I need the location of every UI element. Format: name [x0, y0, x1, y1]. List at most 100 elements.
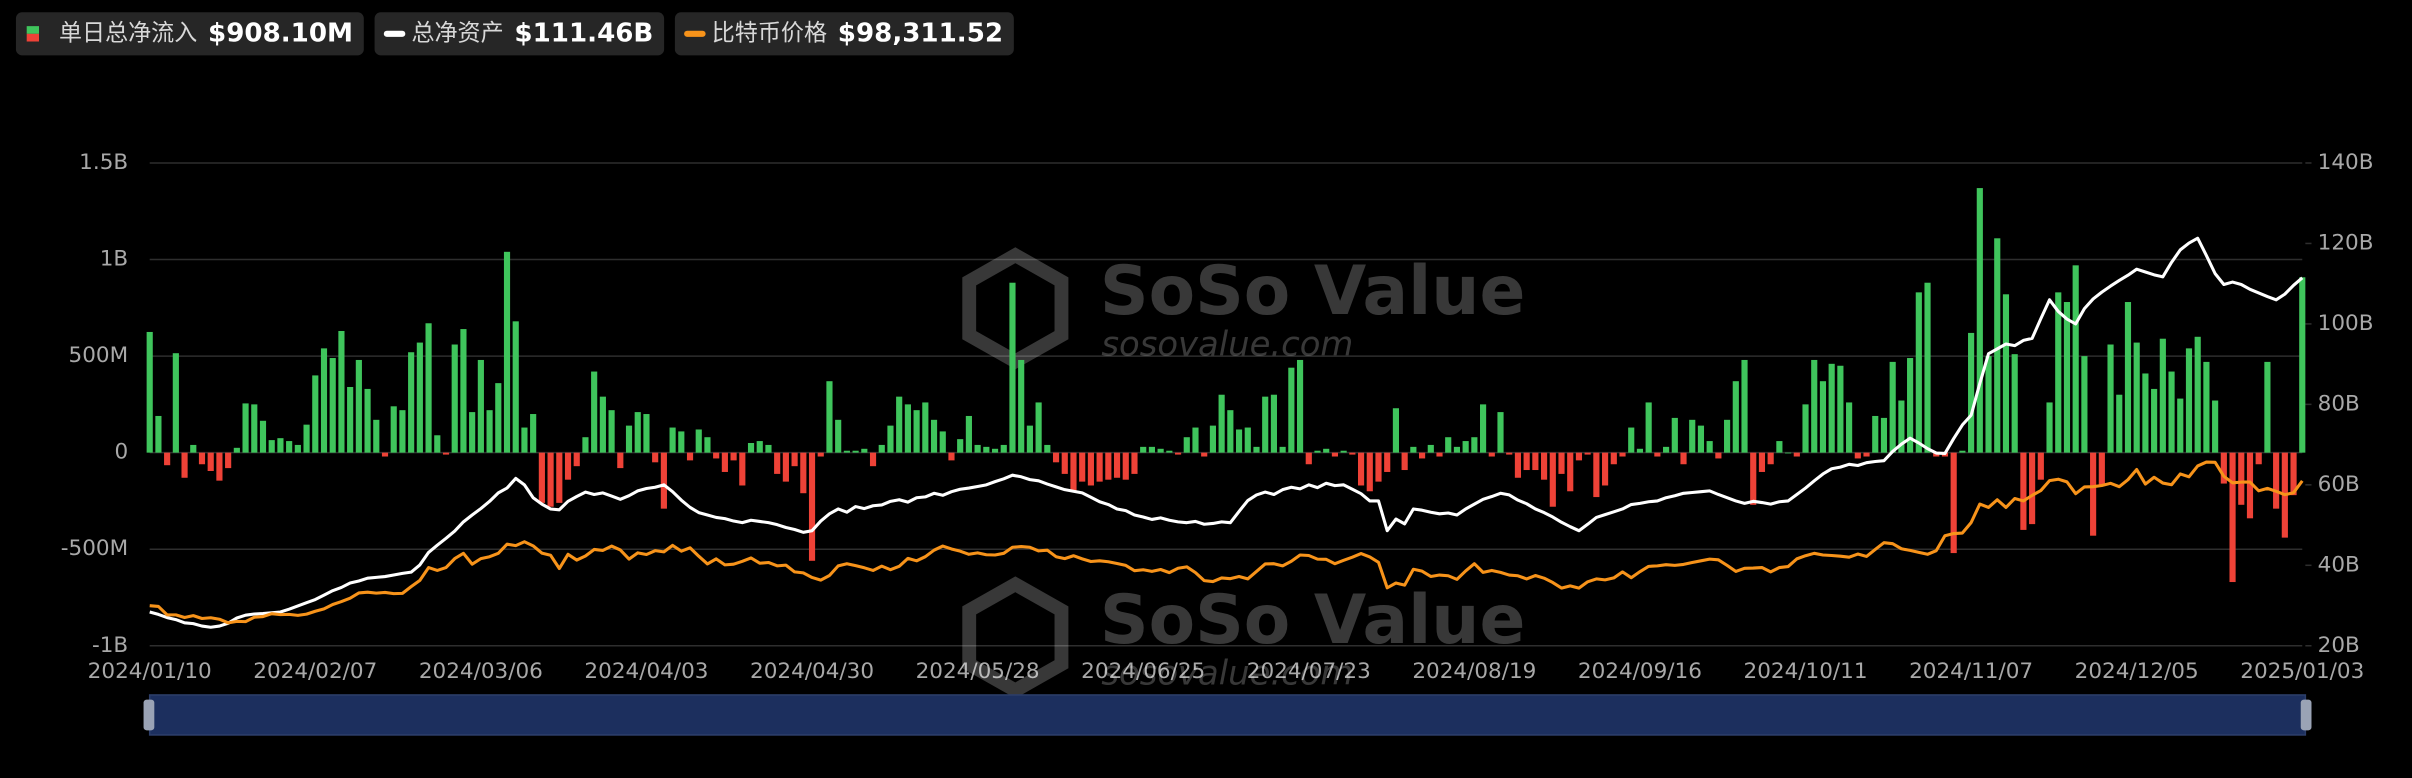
bar — [2264, 361, 2271, 453]
bar — [503, 251, 511, 453]
bar — [1453, 446, 1461, 453]
y-tick-label: -1B — [92, 633, 128, 658]
bar — [564, 452, 572, 480]
bar — [599, 396, 606, 453]
bar — [835, 419, 842, 453]
bar — [2020, 452, 2027, 530]
bar — [1976, 188, 1983, 453]
bar — [1131, 452, 1138, 474]
bar — [364, 388, 371, 453]
bar — [652, 452, 659, 463]
bar — [1087, 452, 1094, 486]
zoom-slider[interactable] — [143, 694, 2312, 736]
bar — [1392, 408, 1400, 453]
x-tick-label: 2024/04/03 — [584, 659, 708, 684]
legend-value: $98,311.52 — [838, 18, 1003, 48]
legend-item[interactable]: 单日总净流入 $908.10M — [15, 12, 364, 56]
bar — [1227, 410, 1234, 453]
bar — [704, 437, 711, 453]
y2-tick-label: 60B — [2318, 472, 2360, 497]
bar — [660, 452, 667, 509]
bar — [434, 435, 441, 453]
bar — [739, 452, 746, 486]
bar — [713, 452, 720, 459]
legend: 单日总净流入 $908.10M 总净资产 $111.46B 比特币价格 $98,311.5… — [15, 12, 1014, 56]
y-tick-label: 0 — [114, 440, 128, 465]
bar — [2029, 452, 2036, 525]
bar — [2229, 452, 2236, 583]
legend-icon — [26, 26, 39, 34]
bar — [251, 404, 258, 453]
bar — [1113, 452, 1121, 478]
bar — [695, 429, 702, 453]
bar — [608, 410, 615, 453]
x-tick-label: 2024/02/07 — [253, 659, 377, 684]
bar — [1357, 452, 1365, 486]
bar — [1279, 446, 1286, 453]
bar — [530, 414, 537, 453]
bar — [233, 447, 240, 453]
bar — [1044, 444, 1051, 453]
bar — [277, 438, 284, 453]
bar — [2220, 452, 2227, 484]
bar — [747, 442, 755, 453]
bar — [965, 415, 972, 453]
bar — [1741, 359, 1748, 453]
legend-icon — [26, 33, 39, 42]
bar — [2185, 348, 2193, 453]
bar — [634, 412, 641, 453]
bar — [1235, 429, 1243, 453]
bar — [2194, 336, 2201, 453]
legend-item[interactable]: 比特币价格 $98,311.52 — [674, 12, 1014, 56]
bar — [1270, 394, 1277, 453]
bar — [1793, 452, 1800, 457]
bar — [1924, 282, 1931, 453]
bar — [1105, 452, 1112, 480]
bar — [1349, 452, 1356, 455]
y2-tick-label: 40B — [2318, 552, 2360, 577]
bar — [1532, 452, 1539, 471]
bar — [1558, 452, 1565, 474]
bar — [1715, 452, 1722, 459]
bar — [2046, 402, 2053, 453]
x-tick-label: 2024/11/07 — [1909, 659, 2033, 684]
bar — [730, 452, 737, 461]
bar — [1628, 427, 1635, 453]
bar — [591, 371, 598, 453]
bar — [1314, 450, 1321, 453]
bar — [172, 353, 179, 453]
legend-pill — [15, 12, 364, 56]
bar — [625, 425, 633, 453]
bar — [225, 452, 232, 469]
bar — [547, 452, 554, 507]
bar — [338, 330, 345, 453]
bar — [1680, 452, 1687, 465]
bar — [1602, 452, 1609, 486]
x-tick-label: 2024/08/19 — [1412, 659, 1536, 684]
watermark-brand: SoSo Value — [1100, 251, 1525, 330]
bar — [1889, 361, 1896, 453]
bar — [861, 448, 868, 453]
slider-handle[interactable] — [143, 699, 155, 731]
bar — [1331, 452, 1338, 457]
bar — [1296, 359, 1304, 453]
bar — [1880, 417, 1888, 453]
bar — [2151, 388, 2158, 453]
bar — [1697, 425, 1705, 453]
x-tick-label: 2024/05/28 — [916, 659, 1040, 684]
bar — [181, 452, 188, 478]
bar — [2246, 452, 2254, 519]
bar — [1157, 448, 1164, 453]
slider-handle[interactable] — [2300, 699, 2312, 731]
bar — [2177, 398, 2184, 453]
x-tick-label: 2024/03/06 — [419, 659, 543, 684]
legend-item[interactable]: 总净资产 $111.46B — [374, 12, 665, 56]
bar — [1549, 452, 1556, 507]
x-tick-label: 2024/07/23 — [1247, 659, 1371, 684]
bar — [1523, 452, 1530, 471]
bar — [2063, 302, 2071, 453]
bar — [1950, 452, 1957, 554]
bar — [2011, 354, 2018, 453]
bar — [974, 444, 981, 453]
legend-name: 单日总净流入 — [59, 20, 197, 46]
